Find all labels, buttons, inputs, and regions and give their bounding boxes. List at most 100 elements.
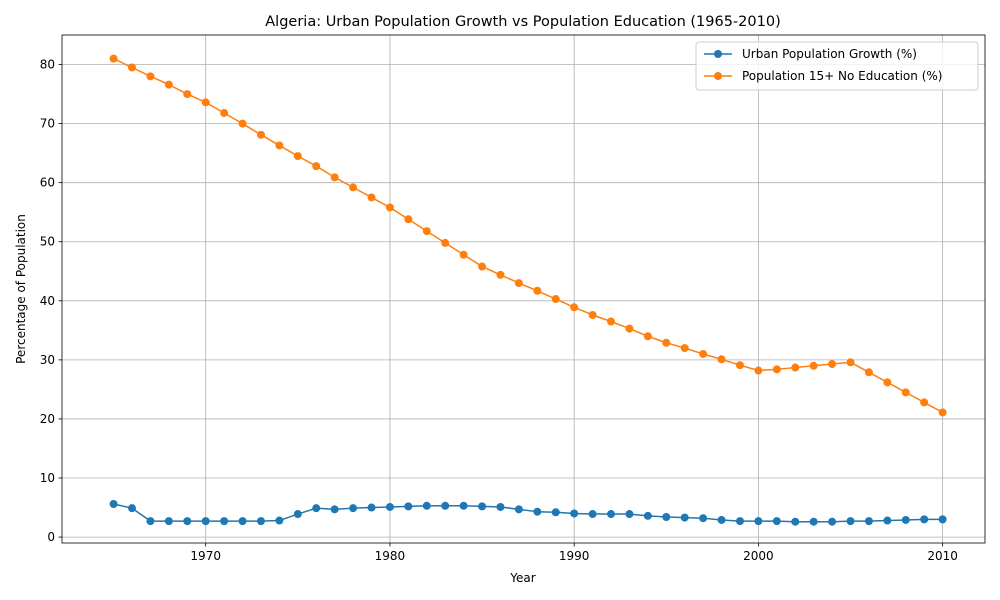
- data-point: [533, 507, 542, 516]
- data-point: [883, 516, 892, 525]
- data-point: [293, 152, 302, 161]
- data-point: [864, 517, 873, 526]
- data-point: [312, 162, 321, 171]
- data-point: [772, 517, 781, 526]
- data-point: [938, 515, 947, 524]
- data-point: [533, 286, 542, 295]
- series-2: [109, 54, 947, 417]
- data-point: [551, 508, 560, 517]
- data-point: [680, 344, 689, 353]
- data-point: [662, 513, 671, 522]
- data-point: [238, 119, 247, 128]
- data-point: [367, 503, 376, 512]
- data-point: [625, 324, 634, 333]
- y-axis-label: Percentage of Population: [14, 214, 28, 364]
- x-axis-label: Year: [509, 571, 535, 585]
- data-point: [643, 332, 652, 341]
- data-point: [164, 80, 173, 89]
- data-point: [735, 517, 744, 526]
- legend-item: Population 15+ No Education (%): [704, 69, 942, 83]
- data-point: [901, 515, 910, 524]
- data-point: [791, 363, 800, 372]
- legend-label: Population 15+ No Education (%): [742, 69, 942, 83]
- data-point: [183, 517, 192, 526]
- legend-marker: [714, 50, 722, 58]
- data-point: [441, 501, 450, 510]
- data-point: [275, 141, 284, 150]
- data-point: [385, 203, 394, 212]
- data-point: [754, 517, 763, 526]
- y-tick-label: 70: [40, 117, 55, 131]
- data-point: [330, 505, 339, 514]
- data-point: [864, 368, 873, 377]
- x-tick-label: 2010: [927, 549, 958, 563]
- data-point: [496, 502, 505, 511]
- data-point: [920, 515, 929, 524]
- legend-box: [695, 41, 979, 91]
- data-point: [422, 227, 431, 236]
- data-point: [109, 500, 118, 509]
- data-point: [275, 516, 284, 525]
- data-point: [422, 501, 431, 510]
- data-point: [846, 517, 855, 526]
- data-point: [901, 388, 910, 397]
- chart-title: Algeria: Urban Population Growth vs Popu…: [265, 14, 780, 30]
- data-point: [128, 504, 137, 513]
- y-tick-label: 30: [40, 353, 55, 367]
- data-point: [220, 517, 229, 526]
- data-point: [735, 361, 744, 370]
- y-tick-label: 0: [47, 530, 55, 544]
- y-tick-label: 20: [40, 412, 55, 426]
- data-point: [588, 310, 597, 319]
- data-point: [478, 502, 487, 511]
- data-point: [496, 270, 505, 279]
- data-point: [404, 502, 413, 511]
- data-point: [754, 366, 763, 375]
- data-point: [938, 408, 947, 417]
- data-point: [256, 130, 265, 139]
- x-tick-label: 1990: [559, 549, 590, 563]
- data-point: [459, 250, 468, 259]
- data-point: [607, 510, 616, 519]
- data-point: [201, 517, 210, 526]
- data-point: [256, 517, 265, 526]
- data-point: [570, 303, 579, 312]
- data-point: [514, 279, 523, 288]
- data-point: [164, 517, 173, 526]
- plot-series: [109, 54, 947, 526]
- y-tick-label: 10: [40, 471, 55, 485]
- data-point: [293, 510, 302, 519]
- data-point: [183, 90, 192, 99]
- series-line: [113, 57, 943, 414]
- data-point: [791, 517, 800, 526]
- data-point: [588, 510, 597, 519]
- data-point: [220, 108, 229, 117]
- data-point: [551, 295, 560, 304]
- data-point: [920, 398, 929, 407]
- y-tick-label: 40: [40, 294, 55, 308]
- data-point: [330, 173, 339, 182]
- data-point: [625, 510, 634, 519]
- data-point: [109, 54, 118, 63]
- x-tick-label: 1980: [375, 549, 406, 563]
- data-point: [717, 515, 726, 524]
- data-point: [367, 193, 376, 202]
- x-tick-label: 1970: [190, 549, 221, 563]
- data-point: [514, 505, 523, 514]
- data-point: [238, 517, 247, 526]
- data-point: [680, 513, 689, 522]
- data-point: [349, 504, 358, 513]
- data-point: [662, 338, 671, 347]
- data-point: [699, 349, 708, 358]
- data-point: [312, 504, 321, 513]
- data-point: [809, 361, 818, 370]
- data-point: [699, 514, 708, 523]
- data-point: [809, 517, 818, 526]
- data-point: [643, 511, 652, 520]
- data-point: [828, 360, 837, 369]
- data-point: [146, 72, 155, 81]
- data-point: [385, 502, 394, 511]
- y-tick-label: 80: [40, 58, 55, 72]
- y-tick-label: 60: [40, 176, 55, 190]
